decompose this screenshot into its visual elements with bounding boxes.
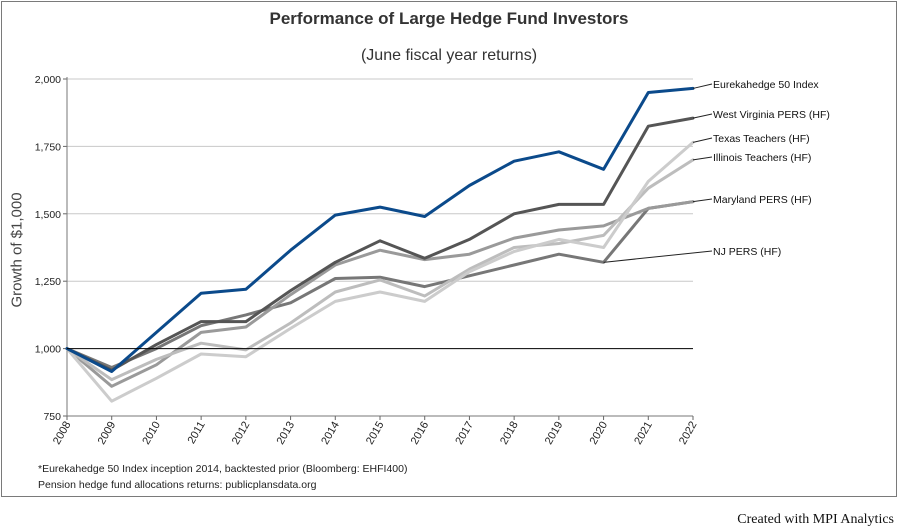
legend-connector xyxy=(692,198,713,203)
x-tick-label: 2022 xyxy=(677,420,700,447)
x-tick-label: 2011 xyxy=(186,420,208,446)
footnote-source: *Eurekahedge 50 Index inception 2014, ba… xyxy=(38,463,408,475)
x-tick-label: 2021 xyxy=(632,420,655,447)
x-tick-label: 2012 xyxy=(230,420,253,447)
legend-connector xyxy=(692,113,713,119)
credit-text: Created with MPI Analytics xyxy=(737,512,894,527)
legend-label: Eurekahedge 50 Index xyxy=(713,79,819,91)
grid-lines xyxy=(67,78,693,282)
x-tick-label: 2014 xyxy=(319,420,342,447)
series-line xyxy=(65,86,695,373)
chart-title: Performance of Large Hedge Fund Investor… xyxy=(269,9,629,28)
x-tick-label: 2010 xyxy=(140,420,163,447)
x-tick-label: 2016 xyxy=(409,420,432,447)
x-tick-label: 2015 xyxy=(364,420,387,447)
legend-connector xyxy=(692,83,713,89)
axes: 750 1,000 1,250 1,500 1,750 2,000 2008 2009 2010… xyxy=(35,74,700,447)
legend-label: Texas Teachers (HF) xyxy=(713,133,810,145)
y-tick-label: 2,000 xyxy=(35,74,61,86)
legend-connector xyxy=(692,156,713,161)
legend-connector xyxy=(603,250,713,263)
series-lines xyxy=(65,86,695,403)
y-tick-label: 750 xyxy=(43,411,61,423)
x-tick-label: 2020 xyxy=(588,420,611,447)
legend-label: West Virginia PERS (HF) xyxy=(713,109,830,121)
y-tick-label: 1,250 xyxy=(35,276,61,288)
chart-subtitle: (June fiscal year returns) xyxy=(360,47,538,64)
y-tick-label: 1,000 xyxy=(35,344,61,356)
series-line xyxy=(65,116,695,372)
x-tick-label: 2019 xyxy=(543,420,566,447)
y-tick-label: 1,500 xyxy=(35,209,61,221)
legend-label: Illinois Teachers (HF) xyxy=(713,152,811,164)
x-tick-label: 2009 xyxy=(96,420,119,447)
footnote-pension: Pension hedge fund allocations returns: … xyxy=(38,479,317,491)
y-tick-label: 1,750 xyxy=(35,141,61,153)
x-tick-label: 2008 xyxy=(51,420,74,447)
series-line xyxy=(65,140,695,403)
x-tick-label: 2013 xyxy=(275,420,298,447)
legend-label: Maryland PERS (HF) xyxy=(713,194,812,206)
series-line xyxy=(65,200,695,369)
x-tick-label: 2017 xyxy=(453,420,476,447)
legend-label: NJ PERS (HF) xyxy=(713,246,781,258)
x-tick-label: 2018 xyxy=(498,420,521,447)
series-line xyxy=(65,158,695,382)
legend-connector xyxy=(692,137,713,143)
legend: Eurekahedge 50 Index West Virginia PERS (… xyxy=(603,79,830,263)
